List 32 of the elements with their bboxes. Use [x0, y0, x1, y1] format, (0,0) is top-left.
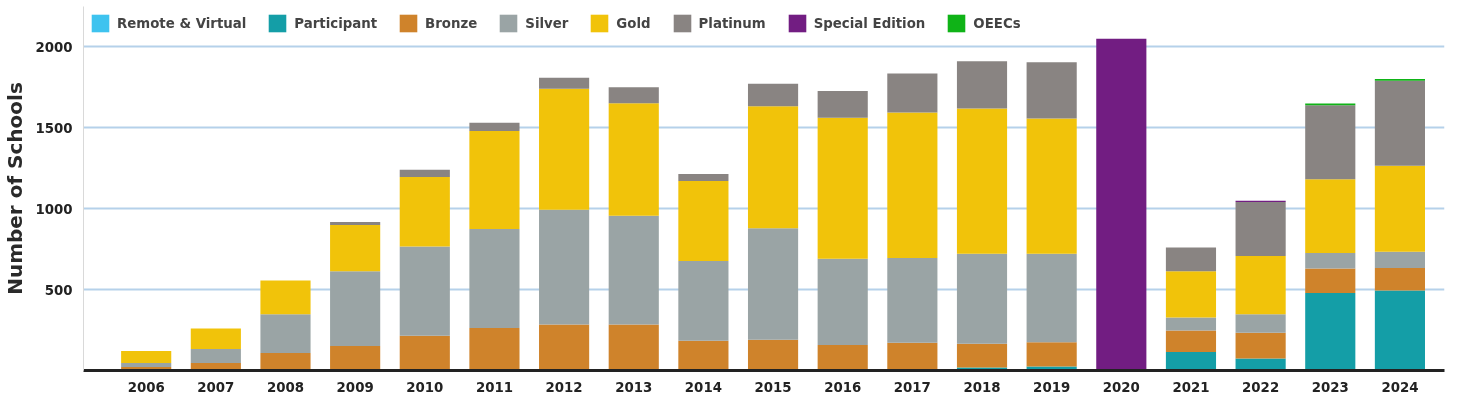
legend-label: Gold — [616, 15, 651, 31]
y-tick-label: 1500 — [35, 120, 73, 136]
x-tick-label: 2008 — [266, 379, 305, 395]
x-tick-label: 2007 — [197, 379, 235, 395]
legend-label: Platinum — [698, 15, 766, 31]
x-tick-label: 2015 — [754, 379, 792, 395]
legend-label: Remote & Virtual — [117, 15, 247, 31]
x-tick-label: 2012 — [545, 379, 583, 395]
legend-label: OEECs — [973, 15, 1021, 31]
x-tick-label: 2014 — [684, 379, 722, 395]
x-tick-label: 2013 — [615, 379, 653, 395]
x-tick-label: 2016 — [824, 379, 862, 395]
x-tick-label: 2019 — [1033, 379, 1071, 395]
x-tick-label: 2010 — [406, 379, 444, 395]
y-tick-label: 500 — [44, 282, 73, 298]
x-tick-label: 2018 — [963, 379, 1001, 395]
x-tick-label: 2006 — [127, 379, 165, 395]
x-tick-label: 2017 — [893, 379, 931, 395]
x-tick-label: 2022 — [1242, 379, 1280, 395]
legend-label: Bronze — [425, 15, 478, 31]
x-tick-label: 2023 — [1311, 379, 1349, 395]
x-tick-label: 2020 — [1102, 379, 1140, 395]
legend-label: Silver — [525, 15, 569, 31]
x-tick-label: 2009 — [336, 379, 374, 395]
legend-label: Special Edition — [813, 15, 926, 31]
x-tick-label: 2021 — [1172, 379, 1210, 395]
legend-label: Participant — [294, 15, 378, 31]
y-tick-label: 2000 — [35, 39, 73, 55]
y-axis-title: Number of Schools — [3, 82, 28, 295]
x-tick-label: 2011 — [475, 379, 514, 395]
x-tick-label: 2024 — [1381, 379, 1419, 395]
y-tick-label: 1000 — [35, 201, 73, 217]
